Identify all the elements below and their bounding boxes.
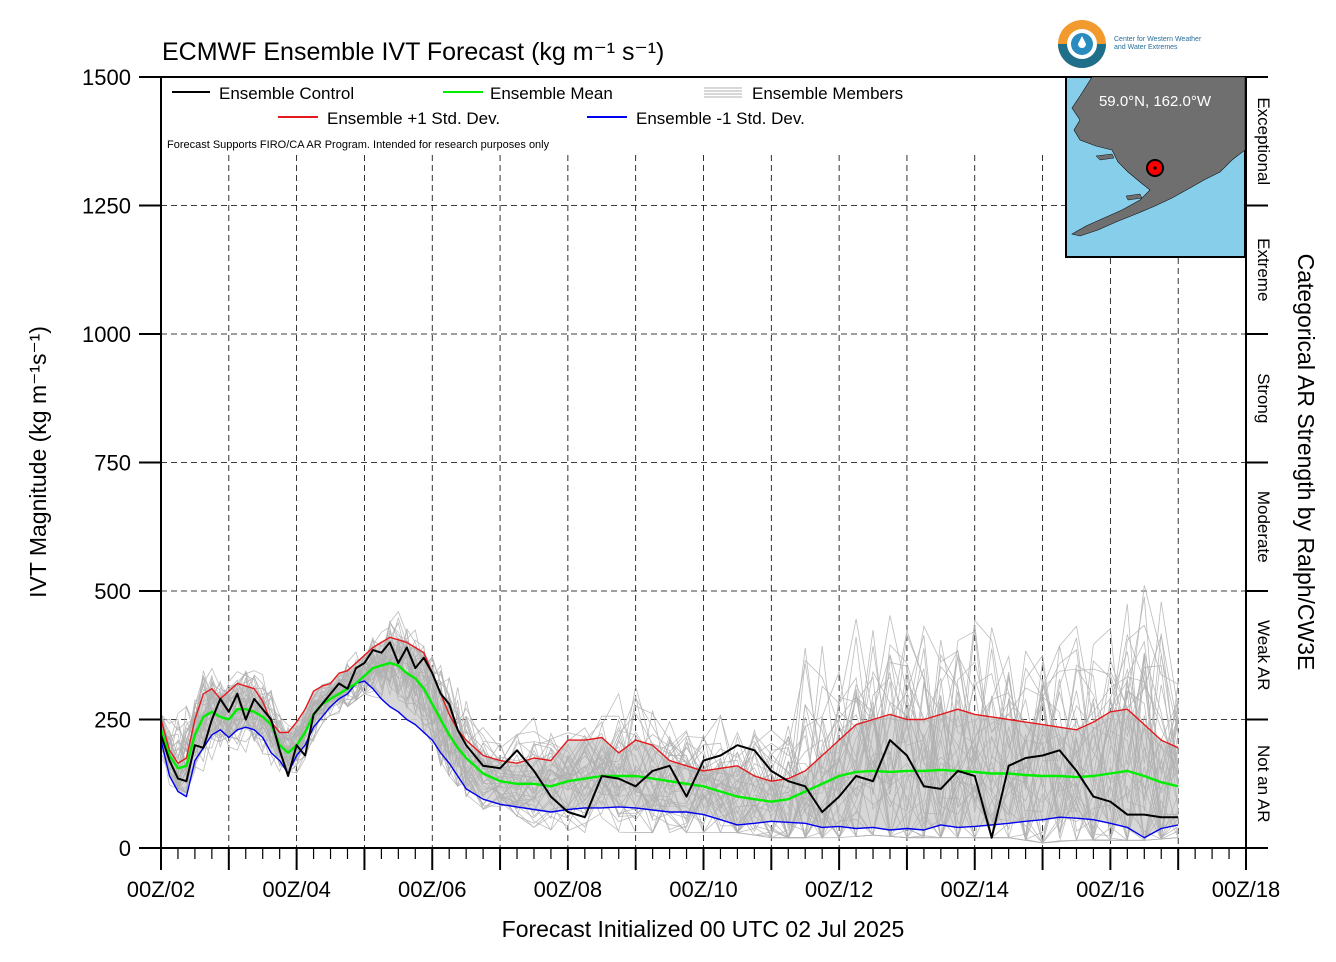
ar-category-label: Moderate — [1254, 491, 1273, 563]
x-tick-label: 00Z/08 — [534, 877, 603, 902]
x-tick-label: 00Z/14 — [941, 877, 1010, 902]
minus-std-line — [161, 680, 1179, 839]
ensemble-member-line — [161, 633, 1179, 838]
location-inset-map: 59.0°N, 162.0°W — [1065, 76, 1246, 258]
legend-plus-std-label: Ensemble +1 Std. Dev. — [327, 109, 500, 128]
x-tick-label: 00Z/18 — [1212, 877, 1281, 902]
ensemble-member-line — [161, 626, 1179, 808]
x-axis-label: Forecast Initialized 00 UTC 02 Jul 2025 — [502, 916, 905, 942]
logo-text-line2: and Water Extremes — [1114, 44, 1178, 51]
inset-location-label: 59.0°N, 162.0°W — [1099, 93, 1212, 110]
ensemble-member-line — [161, 643, 1179, 841]
y-tick-label: 250 — [94, 708, 131, 733]
ar-category-label: Weak AR — [1254, 620, 1273, 691]
x-tick-label: 00Z/06 — [398, 877, 467, 902]
y-tick-label: 0 — [119, 836, 131, 861]
control-line — [161, 641, 1179, 839]
location-marker-dot — [1153, 166, 1157, 170]
chart-title: ECMWF Ensemble IVT Forecast (kg m⁻¹ s⁻¹) — [162, 38, 664, 66]
inset-island — [1095, 153, 1115, 161]
ensemble-member-line — [161, 643, 1179, 841]
right-axis-label: Categorical AR Strength by Ralph/CW3E — [1293, 254, 1319, 671]
x-tick-label: 00Z/04 — [262, 877, 331, 902]
legend-minus-std-label: Ensemble -1 Std. Dev. — [636, 109, 805, 128]
x-tick-label: 00Z/10 — [669, 877, 738, 902]
y-axis-label: IVT Magnitude (kg m⁻¹s⁻¹) — [25, 326, 51, 598]
ar-category-label: Not an AR — [1254, 745, 1273, 823]
y-tick-label: 1500 — [82, 65, 131, 90]
x-tick-label: 00Z/16 — [1076, 877, 1145, 902]
y-tick-label: 750 — [94, 451, 131, 476]
x-tick-label: 00Z/12 — [805, 877, 874, 902]
series-lines — [161, 636, 1179, 839]
ar-category-label: Extreme — [1254, 238, 1273, 301]
ensemble-member-line — [161, 623, 1179, 822]
disclaimer-note: Forecast Supports FIRO/CA AR Program. In… — [167, 139, 550, 151]
cw3e-logo-icon — [1058, 20, 1106, 68]
legend-control-label: Ensemble Control — [219, 84, 354, 103]
legend: Ensemble Control Ensemble Mean Ensemble … — [167, 84, 903, 151]
x-tick-label: 00Z/02 — [127, 877, 196, 902]
inset-alaska-land — [1071, 76, 1246, 237]
ensemble-member-line — [161, 639, 1179, 841]
legend-members-label: Ensemble Members — [752, 84, 903, 103]
ensemble-member-line — [161, 632, 1179, 830]
inset-island-2 — [1125, 193, 1143, 201]
logo-text-line1: Center for Western Weather — [1114, 36, 1202, 43]
legend-mean-label: Ensemble Mean — [490, 84, 613, 103]
y-tick-label: 500 — [94, 579, 131, 604]
legend-members-swatch — [704, 87, 742, 98]
axes-ticks: 0 250 500 750 1000 1250 1500 Not an AR Weak AR Mo… — [82, 65, 1280, 902]
y-tick-label: 1000 — [82, 322, 131, 347]
ar-category-label: Strong — [1254, 373, 1273, 423]
y-tick-label: 1250 — [82, 194, 131, 219]
ar-category-label: Exceptional — [1254, 97, 1273, 185]
